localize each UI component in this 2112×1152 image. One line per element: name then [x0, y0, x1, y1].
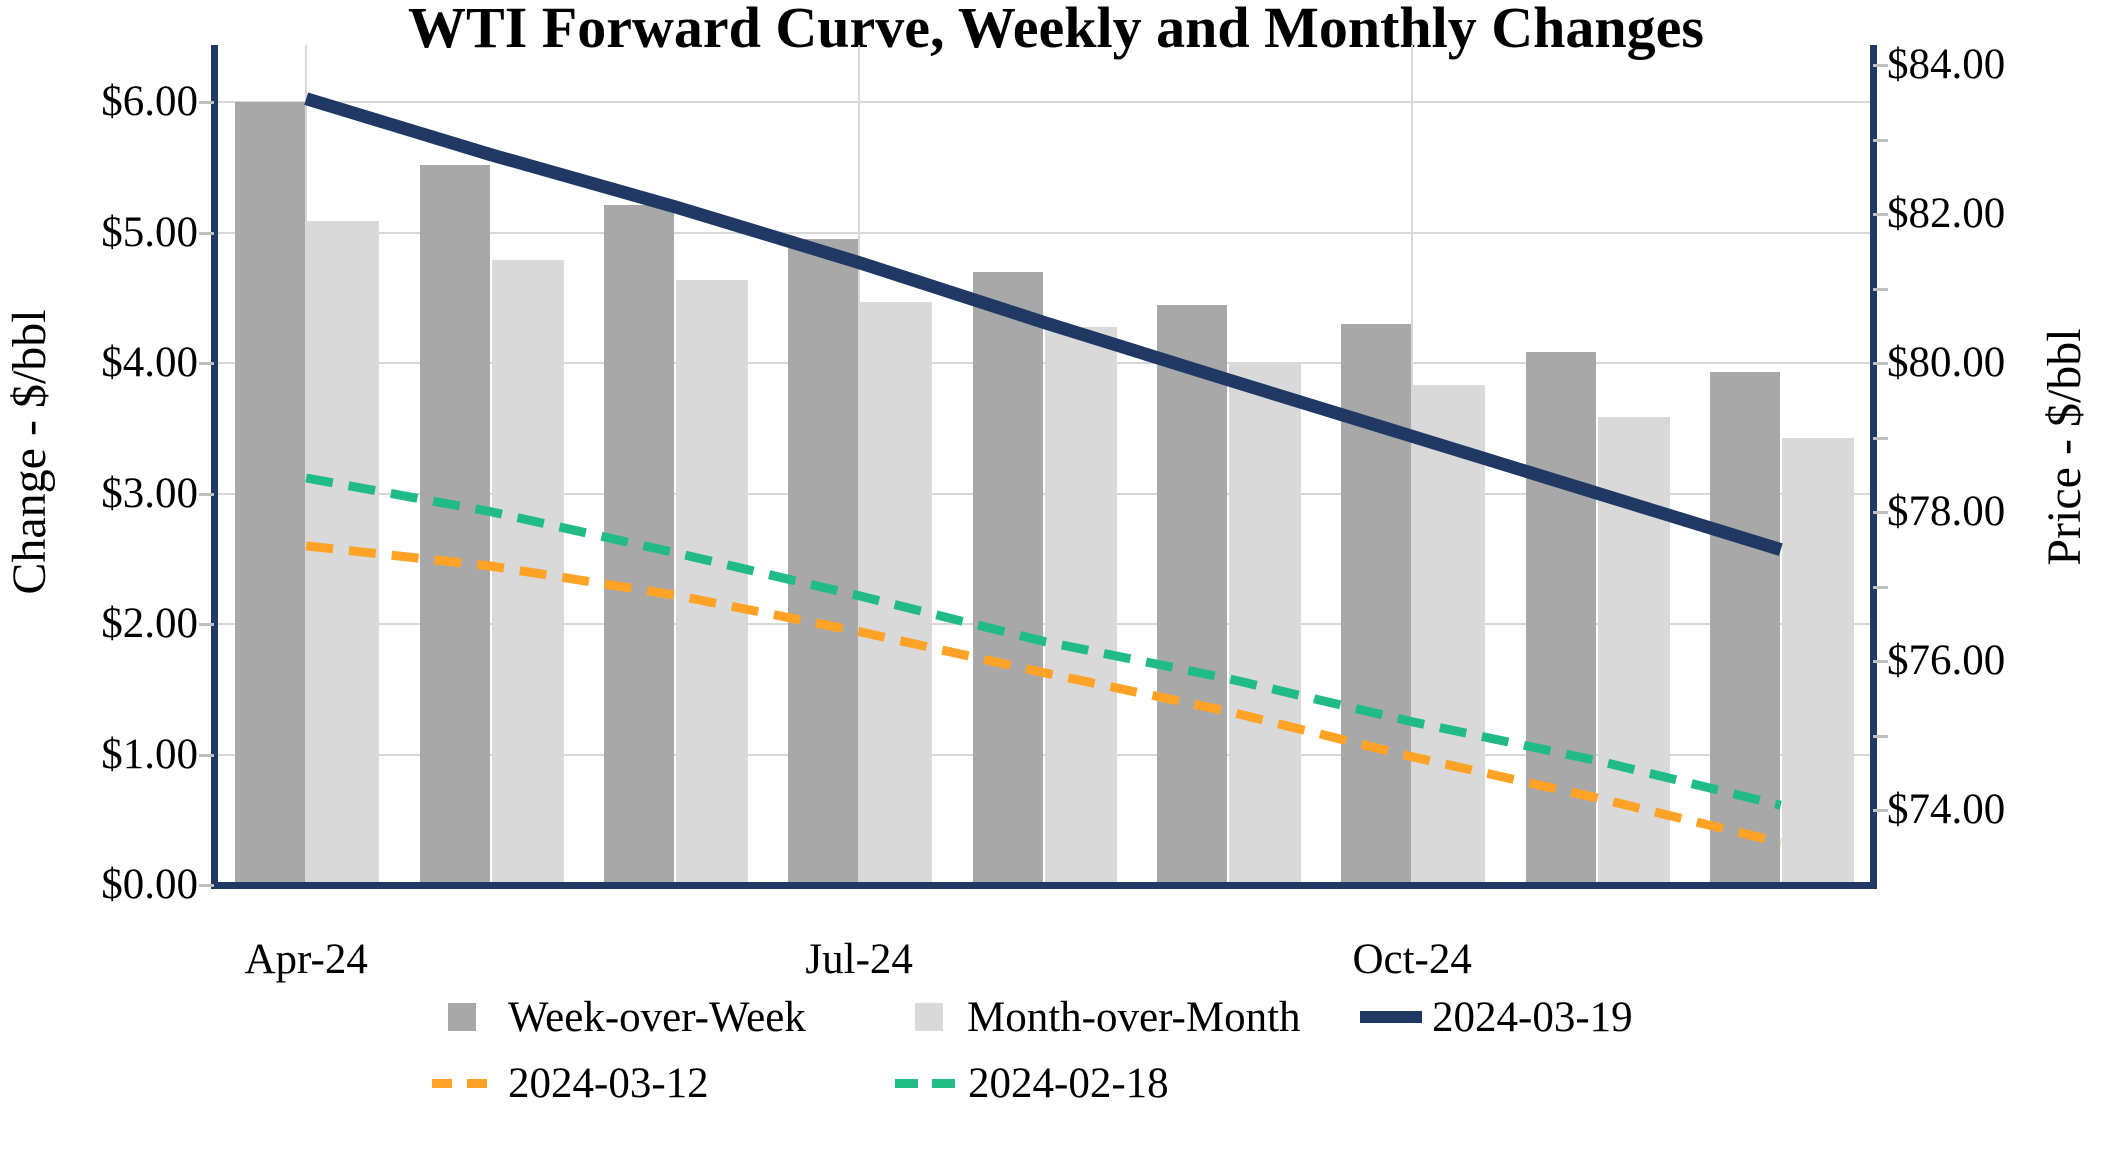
left-axis-tick-label: $1.00 [101, 730, 198, 778]
right-axis-tick [1873, 213, 1888, 217]
bar-month-over-month [1781, 437, 1854, 885]
left-axis-tick [199, 101, 214, 105]
orange-dash-swatch [432, 1078, 452, 1088]
left-axis-tick-label: $4.00 [101, 339, 198, 387]
right-axis-tick [1873, 138, 1888, 142]
bar-month-over-month [675, 279, 748, 885]
right-axis-tick [1873, 585, 1888, 589]
left-axis-tick [199, 362, 214, 366]
bottom-axis-line [211, 882, 1877, 889]
bar-month-over-month [860, 301, 933, 885]
h-gridline [214, 492, 1873, 495]
bar-week-over-week [235, 102, 306, 885]
line-series-layer [304, 92, 1783, 847]
solid-line-swatch [1360, 1011, 1422, 1023]
right-axis-tick-label: $84.00 [1887, 41, 2006, 89]
h-gridline [214, 623, 1873, 626]
line-2024-02-18 [305, 473, 1782, 810]
v-gridline [1411, 45, 1414, 885]
right-axis-tick-label: $76.00 [1887, 637, 2006, 685]
left-axis-line [211, 45, 218, 888]
right-axis-tick [1873, 64, 1888, 68]
h-gridline [214, 362, 1873, 365]
left-axis-tick-label: $3.00 [101, 469, 198, 517]
legend-label: 2024-03-19 [1432, 993, 1633, 1041]
left-axis-tick [199, 753, 214, 757]
line-2024-03-12 [305, 541, 1782, 847]
bar-month-over-month [1228, 361, 1301, 885]
right-axis-tick-label: $78.00 [1887, 488, 2006, 536]
left-axis-tick [199, 884, 214, 887]
left-axis-tick-label: $5.00 [101, 208, 198, 256]
right-axis-tick [1873, 511, 1888, 515]
v-gridline [858, 45, 861, 885]
green-dash-swatch [932, 1078, 955, 1088]
right-axis-tick-label: $80.00 [1887, 339, 2006, 387]
legend-item-month-over-month: Month-over-Month [915, 992, 1301, 1042]
legend-item-2024-02-18: 2024-02-18 [895, 1058, 1169, 1108]
bar-week-over-week [972, 271, 1043, 885]
right-axis-tick [1873, 362, 1888, 366]
week-over-week-swatch [448, 1003, 476, 1031]
h-gridline [214, 753, 1873, 756]
left-axis-tick [199, 492, 214, 496]
legend-item-2024-03-12: 2024-03-12 [432, 1058, 709, 1108]
chart-title: WTI Forward Curve, Weekly and Monthly Ch… [408, 0, 1704, 60]
legend-label: 2024-02-18 [968, 1059, 1169, 1107]
legend-label: 2024-03-12 [508, 1059, 709, 1107]
orange-dash-swatch [467, 1078, 487, 1088]
x-axis-label: Apr-24 [244, 936, 368, 983]
left-axis-tick [199, 231, 214, 235]
right-axis-tick [1873, 287, 1888, 291]
h-gridline [214, 231, 1873, 234]
right-axis-tick-label: $74.00 [1887, 786, 2006, 834]
legend-item-2024-03-19: 2024-03-19 [1360, 992, 1633, 1042]
bar-week-over-week [788, 239, 859, 885]
month-over-month-swatch [915, 1003, 943, 1031]
right-axis-tick [1873, 436, 1888, 440]
plot-area [214, 45, 1873, 885]
left-axis-tick-label: $0.00 [101, 861, 198, 908]
right-axis-line [1870, 45, 1877, 888]
legend-label: Month-over-Month [967, 993, 1301, 1041]
right-axis-tick-label: $82.00 [1887, 190, 2006, 238]
left-axis-tick-label: $6.00 [101, 78, 198, 126]
bar-week-over-week [1156, 304, 1227, 885]
x-axis-label: Jul-24 [805, 936, 913, 983]
legend-label: Week-over-Week [508, 993, 806, 1041]
x-axis-label: Oct-24 [1352, 936, 1472, 983]
left-axis-tick [199, 623, 214, 627]
right-axis-tick [1873, 734, 1888, 738]
v-gridline [305, 45, 308, 885]
bar-month-over-month [1044, 326, 1117, 885]
right-axis-tick [1873, 660, 1888, 664]
bar-week-over-week [419, 165, 490, 885]
line-2024-03-19 [304, 92, 1783, 556]
right-axis-tick [1873, 809, 1888, 813]
green-dash-swatch [895, 1078, 918, 1088]
left-axis-tick-label: $2.00 [101, 600, 198, 648]
h-gridline [214, 101, 1873, 104]
bar-month-over-month [1413, 385, 1486, 885]
legend-item-week-over-week: Week-over-Week [448, 992, 806, 1042]
